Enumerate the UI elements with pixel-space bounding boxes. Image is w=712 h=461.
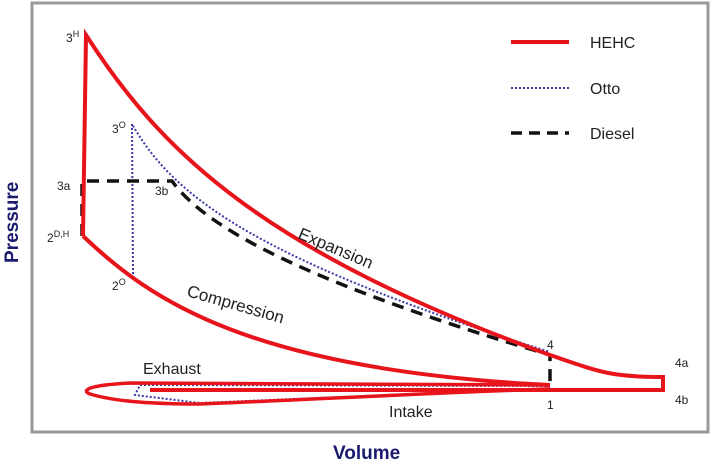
label-3a: 3a <box>57 179 71 193</box>
label-3b: 3b <box>155 184 169 198</box>
legend: HEHC Otto Diesel <box>511 35 635 143</box>
label-3H: 3H <box>66 29 79 45</box>
plot-frame <box>30 1 710 434</box>
label-2DH: 2D,H <box>47 229 69 245</box>
hehc-compression <box>81 234 551 387</box>
otto-curve <box>130 120 551 353</box>
label-4: 4 <box>547 338 554 352</box>
legend-label-diesel: Diesel <box>590 126 634 143</box>
hehc-exhaust-intake-loop <box>84 381 551 406</box>
label-4b: 4b <box>675 393 689 407</box>
legend-label-hehc: HEHC <box>590 35 635 52</box>
label-exhaust: Exhaust <box>143 361 201 378</box>
x-axis-label: Volume <box>333 443 400 461</box>
label-4a: 4a <box>675 356 689 370</box>
hehc-expansion <box>81 28 665 392</box>
legend-label-otto: Otto <box>590 81 620 98</box>
y-axis-label: Pressure <box>2 182 23 263</box>
label-2O: 2O <box>112 277 126 293</box>
label-1: 1 <box>547 398 554 412</box>
label-3O: 3O <box>112 120 126 136</box>
label-intake: Intake <box>389 404 433 421</box>
